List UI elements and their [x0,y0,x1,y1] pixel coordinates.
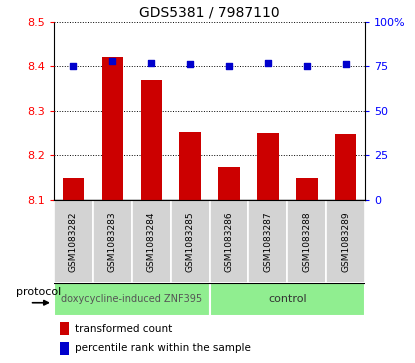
Bar [335,134,356,200]
Bar [326,200,365,283]
Bar [60,342,68,355]
Bar [179,132,201,200]
Point [187,62,193,68]
Bar [210,283,365,316]
Text: GSM1083287: GSM1083287 [264,211,272,272]
Bar [141,79,162,200]
Text: GSM1083283: GSM1083283 [108,211,117,272]
Text: GSM1083289: GSM1083289 [341,211,350,272]
Point [148,60,154,66]
Bar [210,200,249,283]
Point [342,62,349,68]
Text: GSM1083288: GSM1083288 [303,211,311,272]
Bar [218,167,240,200]
Text: control: control [268,294,307,305]
Point [303,64,310,69]
Bar [132,200,171,283]
Bar [54,283,210,316]
Bar [257,133,278,200]
Text: GSM1083284: GSM1083284 [147,211,156,272]
Text: GSM1083286: GSM1083286 [225,211,234,272]
Text: percentile rank within the sample: percentile rank within the sample [75,343,251,354]
Bar [171,200,210,283]
Bar [54,200,93,283]
Bar [287,200,326,283]
Bar [249,200,287,283]
Text: GSM1083285: GSM1083285 [186,211,195,272]
Bar [102,57,123,200]
Bar [63,178,84,200]
Title: GDS5381 / 7987110: GDS5381 / 7987110 [139,5,280,19]
Point [265,60,271,66]
Text: transformed count: transformed count [75,324,172,334]
Bar [93,200,132,283]
Point [109,58,116,64]
Text: GSM1083282: GSM1083282 [69,211,78,272]
Point [70,64,77,69]
Text: doxycycline-induced ZNF395: doxycycline-induced ZNF395 [61,294,203,305]
Text: protocol: protocol [16,287,61,297]
Bar [60,322,68,335]
Bar [296,178,317,200]
Point [226,64,232,69]
